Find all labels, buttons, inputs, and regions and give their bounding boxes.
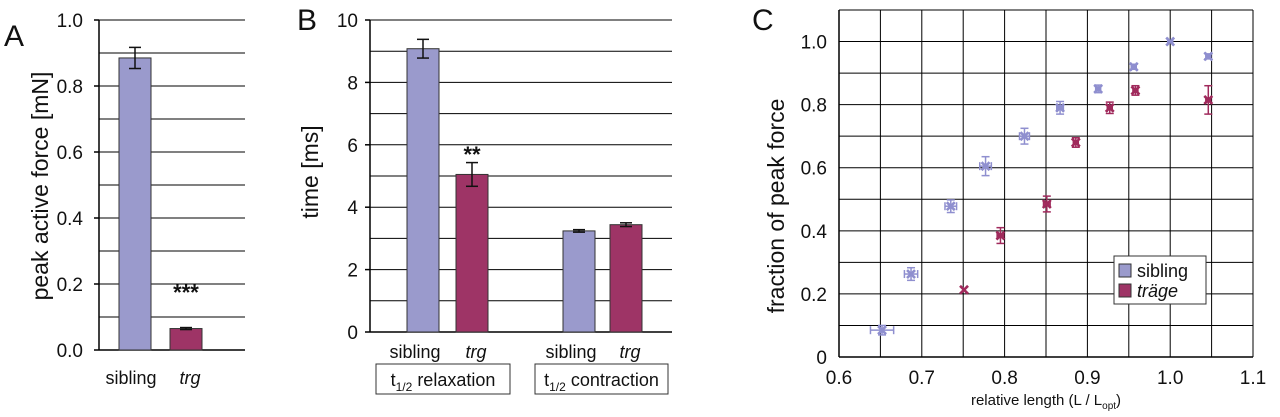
panel-a-y-axis-title: peak active force [mN] [27,72,53,301]
panel-c-y-tick-label: 0 [816,348,827,369]
panel-a-y-tick-label: 0.4 [57,209,84,230]
panel-a-y-tick-label: 0.6 [57,143,83,164]
panel-c-point-sibling [1203,51,1214,62]
panel-c-x-tick-label: 1.0 [1157,368,1183,389]
panel-b-significance-stars: ** [463,142,481,167]
panel-b-y-tick-label: 0 [347,323,358,344]
panel-b-bar-sibling [406,48,440,333]
panel-b-category-label: trg [465,342,486,362]
panel-c-point-trage [1070,137,1081,148]
panel-c-point-sibling [877,325,887,336]
panel-b-y-tick-label: 4 [347,198,358,219]
panel-c-point-trage [1041,199,1052,209]
panel-b-category-label: trg [619,342,640,362]
panel-b-y-tick-label: 2 [347,261,358,282]
panel-c-x-axis-title: relative length (L / Lopt) [971,392,1121,412]
panel-b-bar-chart: 0 2 4 6 8 10 sibling trg t1/2 relaxation sibling t… [337,11,672,395]
panel-a-y-tick-label: 0.2 [57,275,83,296]
panel-b-category-label: sibling [545,342,596,362]
panel-c-legend-label: träge [1137,281,1178,301]
panel-c-y-tick-label: 0.4 [801,222,828,243]
panel-c-y-tick-label: 1.0 [801,33,827,54]
panel-b-group-label-box [534,363,669,395]
panel-a-bar-sibling [118,57,152,351]
panel-c-point-sibling [945,201,956,212]
panel-b-y-tick-label: 6 [347,136,358,157]
panel-a-bar-chart: 0.0 0.2 0.4 0.6 0.8 1.0 sibling trg *** [57,11,245,388]
panel-c-point-sibling [980,161,991,172]
panel-c-scatter-chart: 0.6 0.7 0.8 0.9 1.0 1.1 0 0.2 0.4 0.6 0.8 1.0 relati… [801,9,1266,412]
panel-a-y-tick-label: 0.8 [57,77,83,98]
panel-c-point-trage [1203,94,1214,105]
panel-c-legend-swatch [1118,263,1132,278]
panel-c-x-tick-label: 1.1 [1240,368,1266,389]
panel-c-point-trage [995,230,1006,241]
panel-c-point-trage [1130,85,1141,96]
panel-c-point-trage [959,284,969,295]
panel-c-y-tick-label: 0.6 [801,159,827,180]
panel-c-y-tick-label: 0.2 [801,285,827,306]
panel-c-point-sibling [1128,61,1139,72]
panel-a-letter: A [4,20,24,53]
panel-c-point-sibling [1019,131,1030,142]
panel-b-group-label: t1/2 relaxation [391,370,496,394]
panel-a-y-tick-label: 0.0 [57,341,83,362]
panel-b-group-label: t1/2 contraction [544,370,659,394]
panel-c-point-sibling [1165,36,1176,47]
panel-c-legend-swatch [1118,283,1132,298]
panel-b-y-tick-label: 10 [337,11,358,32]
panel-c-x-tick-label: 0.8 [991,368,1017,389]
panel-a-y-tick-label: 1.0 [57,11,83,32]
panel-c-x-tick-label: 0.6 [826,368,852,389]
panel-b-category-label: sibling [389,342,440,362]
panel-a-significance-stars: *** [173,280,199,305]
panel-a-bar-trg [169,328,203,351]
panel-c-letter: C [752,4,774,37]
panel-c-point-sibling [906,269,916,279]
panel-c-point-sibling [1055,102,1065,113]
panel-b-bar-trg [609,224,643,333]
panel-b-bar-sibling [562,230,596,333]
panel-c-point-sibling [1093,83,1104,94]
panel-c-point-trage [1104,102,1115,113]
panel-b-y-tick-label: 8 [347,73,358,94]
panel-b-y-axis-title: time [ms] [297,125,323,218]
panel-c-x-tick-label: 0.9 [1074,368,1100,389]
panel-b-bar-trg [455,173,489,333]
panel-a-category-label: sibling [105,368,156,388]
panel-c-x-tick-label: 0.7 [909,368,935,389]
panel-a-category-label: trg [179,368,200,388]
panel-b-group-label-box [375,363,511,395]
panel-c-legend-label: sibling [1137,261,1188,281]
panel-c-y-axis-title: fraction of peak force [763,99,789,314]
panel-c-y-tick-label: 0.8 [801,96,827,117]
panel-b-letter: B [297,4,317,37]
